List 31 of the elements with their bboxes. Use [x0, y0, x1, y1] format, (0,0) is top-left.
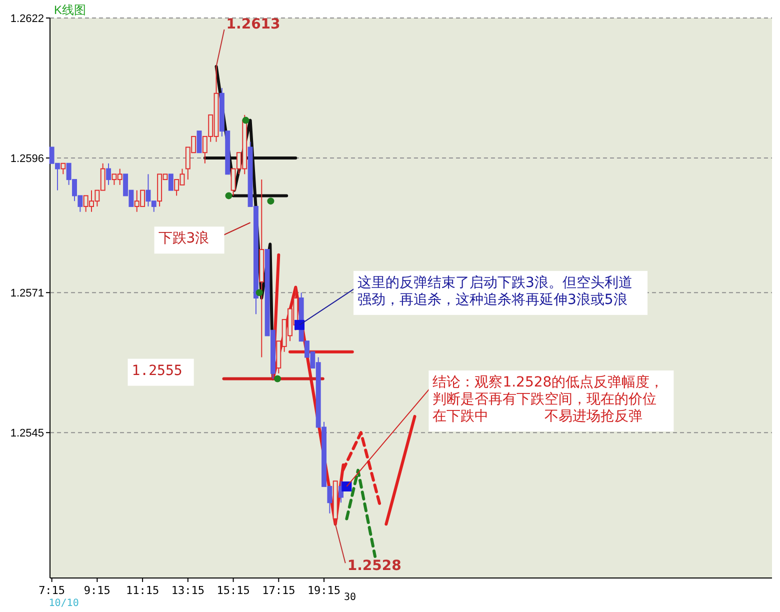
point	[294, 320, 305, 330]
annotation: 1.2528	[347, 558, 402, 574]
x-tick-label: 7:15	[38, 584, 66, 597]
point	[225, 192, 232, 200]
annotation: 结论：观察1.2528的低点反弹幅度，判断是否再有下跌空间，现在的价位在下跌中 不易进场抢反弹	[432, 374, 664, 424]
candlestick	[106, 162, 112, 186]
point	[342, 481, 352, 492]
point	[267, 198, 274, 205]
point	[256, 289, 263, 296]
x-tick-label: 19:15	[307, 584, 341, 597]
y-tick-label: 1.2622	[10, 12, 44, 25]
point	[242, 116, 250, 124]
annotation: 下跌3浪	[158, 230, 210, 247]
candlestick	[60, 162, 66, 175]
x-tick-label: 15:15	[216, 584, 250, 597]
x-tick-label: 11:15	[126, 584, 160, 597]
candlestick	[168, 174, 174, 191]
text: 30	[344, 592, 356, 603]
text: 10/10	[48, 598, 79, 609]
x-tick-label: 13:15	[171, 584, 204, 597]
annotation: 这里的反弹结束了启动下跌3浪。但空头利道强劲，再追杀，这种追杀将再延伸3浪或5浪	[358, 274, 632, 308]
point	[274, 375, 282, 382]
y-tick-label: 1.2571	[10, 287, 44, 300]
x-tick-label: 9:15	[84, 584, 110, 597]
chart-title: K线图	[54, 3, 86, 17]
annotation: 1.2555	[132, 362, 182, 379]
x-tick-label: 17:15	[262, 584, 296, 597]
candlestick	[196, 130, 202, 154]
annotation: 1.2613	[226, 16, 280, 32]
y-tick-label: 1.2596	[10, 152, 44, 165]
y-tick-label: 1.2545	[10, 427, 44, 440]
